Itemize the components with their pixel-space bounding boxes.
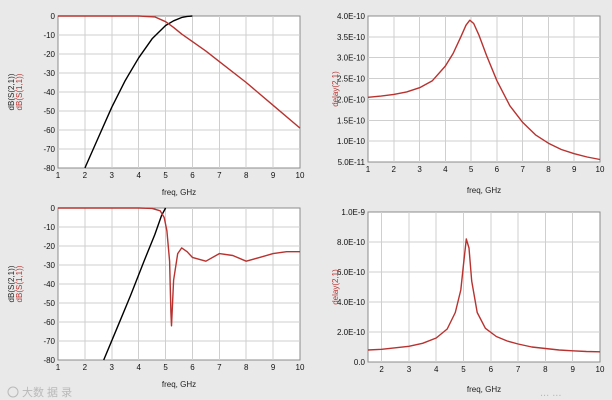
x-tick-label: 2 [83,171,88,180]
x-tick-label: 7 [516,365,521,374]
y-tick-label: 0 [51,204,56,213]
y-tick-label: -60 [43,318,55,327]
y-tick-label: -60 [43,126,55,135]
x-tick-label: 10 [296,363,305,372]
x-tick-label: 9 [271,171,276,180]
y-axis-label: dB(S(2,1)) [7,265,16,302]
x-tick-label: 5 [163,171,168,180]
y-tick-label: 1.0E-9 [341,208,365,217]
y-tick-label: -50 [43,107,55,116]
x-tick-label: 5 [469,165,474,174]
x-axis-label: freq, GHz [162,188,196,197]
x-tick-label: 7 [520,165,525,174]
y-tick-label: -10 [43,223,55,232]
y-tick-label: -10 [43,31,55,40]
x-tick-label: 3 [110,363,115,372]
x-axis-label: freq, GHz [162,380,196,389]
y-tick-label: 8.0E-10 [337,238,366,247]
x-tick-label: 7 [217,171,222,180]
y-tick-label: 3.0E-10 [337,54,366,63]
x-tick-label: 2 [379,365,384,374]
x-tick-label: 5 [163,363,168,372]
x-tick-label: 7 [217,363,222,372]
y-tick-label: 2.0E-10 [337,95,366,104]
x-tick-label: 6 [190,171,195,180]
x-tick-label: 6 [489,365,494,374]
x-tick-label: 10 [596,165,605,174]
x-axis-label: freq, GHz [467,385,501,394]
y-tick-label: -70 [43,337,55,346]
plot-area [367,15,601,163]
x-tick-label: 1 [56,171,61,180]
x-tick-label: 4 [136,171,141,180]
x-tick-label: 8 [543,365,548,374]
plot-area [367,211,601,363]
x-tick-label: 9 [570,365,575,374]
y-tick-label: 5.0E-11 [338,158,366,167]
y-tick-label: -30 [43,261,55,270]
y-tick-label: 2.5E-10 [337,75,366,84]
series-line-2 [58,207,300,327]
y-tick-label: -80 [43,164,55,173]
y-axis-label: delay(2,1) [331,71,340,107]
x-tick-label: 3 [110,171,115,180]
y-axis-label: dB(S(1,1)) [15,265,24,302]
chart-2: 1 2 3 4 5 6 7 8 9 10 4.0E-10 3.5E-10 3.0E-10 2.5E-10 2… [331,12,605,195]
series-line-2 [58,15,301,129]
y-tick-label: -50 [43,299,55,308]
x-tick-label: 8 [244,171,249,180]
x-tick-label: 10 [596,365,605,374]
y-axis-label: delay(2,1) [331,269,340,305]
y-tick-label: 1.5E-10 [337,116,366,125]
y-tick-label: 4.0E-10 [337,298,366,307]
y-tick-label: -20 [43,242,55,251]
chart-4: 2 3 4 5 6 7 8 9 10 1.0E-9 8.0E-10 6.0E-10 4.0E-10 2.0… [331,208,605,394]
x-tick-label: 5 [461,365,466,374]
y-tick-label: 0 [51,12,56,21]
y-tick-label: 1.0E-10 [337,137,366,146]
x-tick-label: 3 [407,365,412,374]
y-tick-label: -40 [43,280,55,289]
y-axis-label: dB(S(1,1)) [15,73,24,110]
y-tick-label: -30 [43,69,55,78]
x-tick-label: 3 [417,165,422,174]
x-tick-label: 1 [56,363,61,372]
y-tick-label: 0.0 [354,358,366,367]
y-tick-label: -20 [43,50,55,59]
x-tick-label: 1 [366,165,371,174]
x-tick-label: 10 [296,171,305,180]
y-tick-label: 3.5E-10 [337,33,366,42]
x-tick-label: 2 [83,363,88,372]
chart-1: 1 2 3 4 5 6 7 8 9 10 0 -10 -20 -30 -40 -50 -60 -70 -80 freq… [7,12,305,197]
x-tick-label: 4 [434,365,439,374]
watermark: 大数 据 录 ... ... [7,385,561,399]
x-tick-label: 8 [546,165,551,174]
series-line-1 [367,19,601,161]
watermark-right: ... ... [540,387,561,399]
watermark-text: 大数 据 录 [22,385,72,399]
watermark-logo-icon [7,386,19,398]
x-tick-label: 9 [572,165,577,174]
series-line-1 [367,238,601,353]
x-axis-label: freq, GHz [467,186,501,195]
chart-3: 1 2 3 4 5 6 7 8 9 10 0 -10 -20 -30 -40 -50 -60 -70 -80 freq… [7,204,305,389]
y-tick-label: -80 [43,356,55,365]
y-tick-label: -40 [43,88,55,97]
series-line-1 [84,15,193,169]
x-tick-label: 9 [271,363,276,372]
series-line-1 [103,207,167,361]
x-tick-label: 4 [136,363,141,372]
y-tick-label: 6.0E-10 [337,268,366,277]
y-tick-label: 4.0E-10 [337,12,366,21]
x-tick-label: 2 [392,165,397,174]
x-tick-label: 6 [190,363,195,372]
y-axis-label: dB(S(2,1)) [7,73,16,110]
x-tick-label: 4 [443,165,448,174]
y-tick-label: 2.0E-10 [337,328,366,337]
y-tick-label: -70 [43,145,55,154]
x-tick-label: 6 [495,165,500,174]
x-tick-label: 8 [244,363,249,372]
